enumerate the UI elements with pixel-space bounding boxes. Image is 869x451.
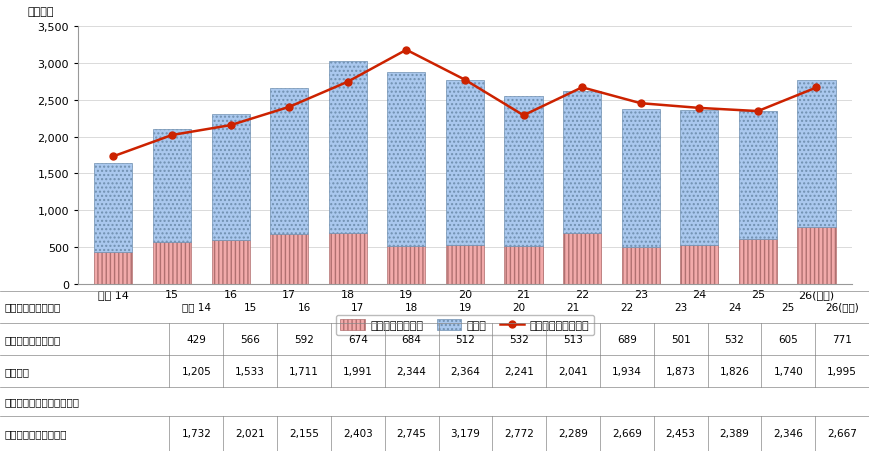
Bar — [505, 97, 542, 246]
Bar — [563, 92, 601, 234]
Text: 16: 16 — [297, 302, 310, 312]
Text: 2,667: 2,667 — [827, 428, 857, 438]
Text: 24: 24 — [728, 302, 741, 312]
Text: 平成 14: 平成 14 — [182, 302, 211, 312]
Text: 17: 17 — [351, 302, 364, 312]
Text: 1,740: 1,740 — [773, 366, 803, 376]
Text: 2,021: 2,021 — [235, 428, 265, 438]
Bar — [388, 73, 425, 247]
Text: 1,533: 1,533 — [235, 366, 265, 376]
Text: 689: 689 — [617, 334, 637, 344]
Text: 2,669: 2,669 — [612, 428, 642, 438]
Bar — [270, 88, 308, 235]
Text: 2,453: 2,453 — [666, 428, 695, 438]
Legend: 重要無線通信妨害, その他, 混信申告の措置件数: 重要無線通信妨害, その他, 混信申告の措置件数 — [336, 315, 594, 335]
Text: 605: 605 — [779, 334, 798, 344]
Text: 2,344: 2,344 — [396, 366, 427, 376]
Bar — [446, 80, 484, 245]
Text: 混信・妨害申告の措置件数: 混信・妨害申告の措置件数 — [4, 396, 79, 406]
Bar — [739, 239, 777, 284]
Text: 2,389: 2,389 — [720, 428, 749, 438]
Text: 1,711: 1,711 — [289, 366, 319, 376]
Text: 429: 429 — [187, 334, 206, 344]
Text: 26(年度): 26(年度) — [826, 302, 859, 312]
Bar — [798, 227, 835, 284]
Text: 1,934: 1,934 — [612, 366, 642, 376]
Text: 771: 771 — [833, 334, 852, 344]
Text: 2,155: 2,155 — [289, 428, 319, 438]
Bar — [270, 235, 308, 284]
Text: （件数）: （件数） — [28, 7, 55, 17]
Text: 23: 23 — [674, 302, 687, 312]
Text: 501: 501 — [671, 334, 691, 344]
Text: 15: 15 — [243, 302, 257, 312]
Text: 566: 566 — [240, 334, 260, 344]
Text: 2,346: 2,346 — [773, 428, 803, 438]
Bar — [95, 253, 132, 284]
Bar — [563, 234, 601, 284]
Text: 2,745: 2,745 — [396, 428, 427, 438]
Bar — [388, 247, 425, 284]
Text: 1,873: 1,873 — [666, 366, 695, 376]
Bar — [739, 112, 777, 239]
Text: 20: 20 — [513, 302, 526, 312]
Bar — [621, 110, 660, 247]
Text: 18: 18 — [405, 302, 418, 312]
Text: 混信申告の措置件数: 混信申告の措置件数 — [4, 428, 67, 438]
Text: 592: 592 — [294, 334, 314, 344]
Text: 2,403: 2,403 — [343, 428, 373, 438]
Bar — [505, 246, 542, 284]
Bar — [328, 234, 367, 284]
Bar — [680, 111, 719, 245]
Text: 2,041: 2,041 — [558, 366, 588, 376]
Text: 532: 532 — [509, 334, 529, 344]
Bar — [798, 81, 835, 227]
Bar — [211, 115, 249, 241]
Text: 1,205: 1,205 — [182, 366, 211, 376]
Bar — [153, 130, 191, 243]
Text: 684: 684 — [401, 334, 421, 344]
Text: 674: 674 — [348, 334, 368, 344]
Text: 2,241: 2,241 — [504, 366, 534, 376]
Bar — [680, 245, 719, 284]
Text: 3,179: 3,179 — [450, 428, 481, 438]
Text: 2,364: 2,364 — [450, 366, 481, 376]
Text: 1,995: 1,995 — [827, 366, 857, 376]
Text: 512: 512 — [455, 334, 475, 344]
Text: 532: 532 — [725, 334, 745, 344]
Text: 2,772: 2,772 — [504, 428, 534, 438]
Text: 19: 19 — [459, 302, 472, 312]
Text: 1,991: 1,991 — [343, 366, 373, 376]
Text: 25: 25 — [781, 302, 795, 312]
Text: 2,289: 2,289 — [558, 428, 588, 438]
Text: 22: 22 — [620, 302, 634, 312]
Text: 513: 513 — [563, 334, 583, 344]
Bar — [621, 247, 660, 284]
Bar — [153, 243, 191, 284]
Text: 重要無線通信妨害: 重要無線通信妨害 — [4, 334, 61, 344]
Text: 21: 21 — [567, 302, 580, 312]
Text: 混信・妨害申告件数: 混信・妨害申告件数 — [4, 302, 61, 312]
Text: その他: その他 — [4, 366, 30, 376]
Bar — [95, 164, 132, 253]
Bar — [446, 245, 484, 284]
Text: 1,826: 1,826 — [720, 366, 749, 376]
Bar — [211, 241, 249, 284]
Text: 1,732: 1,732 — [182, 428, 211, 438]
Bar — [328, 62, 367, 234]
